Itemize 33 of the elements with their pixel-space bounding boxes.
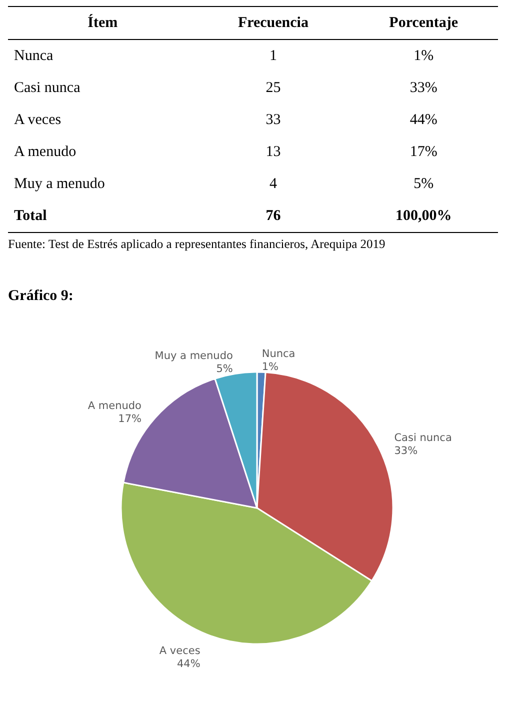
slice-label: Casi nunca xyxy=(394,432,452,444)
text: 13 xyxy=(264,142,282,162)
data-label: 17% xyxy=(118,413,142,426)
text: Ítem xyxy=(8,6,198,40)
data-label: 33% xyxy=(394,445,418,458)
text: 4 xyxy=(268,174,278,194)
text: 33 xyxy=(264,110,282,130)
text: 100,00% xyxy=(349,200,498,232)
text: 44% xyxy=(408,110,438,130)
text: Muy a menudo xyxy=(13,174,106,194)
text: Total xyxy=(8,200,198,232)
data-label: 5% xyxy=(216,362,233,375)
text: Nunca xyxy=(13,46,54,66)
text: 5% xyxy=(412,174,435,194)
text: 1 xyxy=(268,46,278,66)
slice-label: A veces xyxy=(159,645,200,658)
text: 1% xyxy=(412,46,435,66)
slice-label: A menudo xyxy=(88,400,142,412)
text: Frecuencia xyxy=(197,6,350,40)
text: A veces xyxy=(13,110,62,130)
source-note: Fuente: Test de Estrés aplicado a representantes financieros, Arequipa 2019 xyxy=(8,237,386,252)
text: A menudo xyxy=(13,142,78,162)
chart-title: Gráfico 9: xyxy=(8,288,74,305)
text: Casi nunca xyxy=(13,78,82,98)
slice-label: Nunca xyxy=(262,348,296,360)
text: 17% xyxy=(408,142,438,162)
text: 76 xyxy=(197,200,350,232)
data-label: 1% xyxy=(262,361,279,374)
text: 33% xyxy=(408,78,438,98)
text: Porcentaje xyxy=(349,6,498,40)
text: 25 xyxy=(264,78,282,98)
slice-label: Muy a menudo xyxy=(154,350,233,362)
data-label: 44% xyxy=(176,658,200,670)
